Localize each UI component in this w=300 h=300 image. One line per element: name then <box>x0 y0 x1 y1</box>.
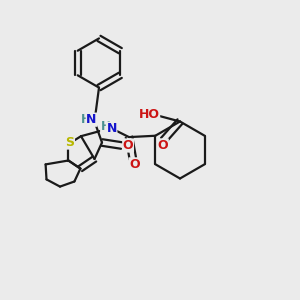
Text: S: S <box>65 136 74 149</box>
Text: O: O <box>158 139 168 152</box>
Text: H: H <box>81 113 90 126</box>
Text: O: O <box>123 139 134 152</box>
Text: N: N <box>86 113 97 126</box>
Text: O: O <box>129 158 140 171</box>
Text: N: N <box>106 122 117 135</box>
Text: H: H <box>101 120 110 133</box>
Text: HO: HO <box>139 108 160 121</box>
